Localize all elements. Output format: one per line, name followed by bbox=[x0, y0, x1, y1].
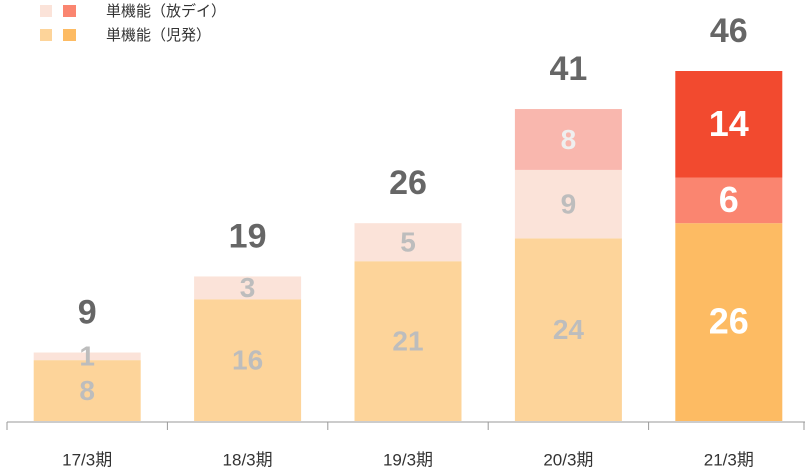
bar-segment bbox=[675, 71, 783, 178]
bar-segment bbox=[354, 261, 462, 421]
bar-segment bbox=[33, 360, 141, 421]
value-label: 14 bbox=[709, 103, 749, 144]
x-tick-label: 19/3期 bbox=[383, 450, 433, 469]
total-label: 9 bbox=[78, 294, 97, 332]
bar-segment bbox=[354, 223, 462, 262]
x-tick-label: 21/3期 bbox=[704, 450, 754, 469]
legend-label: 単機能（放デイ） bbox=[106, 2, 226, 20]
value-label: 3 bbox=[240, 272, 256, 303]
bar-segment bbox=[194, 276, 302, 300]
value-label: 24 bbox=[553, 314, 585, 345]
value-label: 8 bbox=[79, 375, 95, 406]
bar-segment bbox=[33, 352, 141, 361]
value-label: 16 bbox=[232, 345, 263, 376]
bar-segment bbox=[675, 223, 783, 421]
bar-segment bbox=[194, 299, 302, 421]
value-label: 21 bbox=[392, 325, 423, 356]
value-label: 8 bbox=[561, 124, 577, 155]
legend-swatch bbox=[40, 29, 52, 41]
bar-segment bbox=[514, 109, 622, 170]
x-tick-label: 20/3期 bbox=[543, 450, 593, 469]
legend-swatch bbox=[63, 29, 76, 41]
x-tick-label: 18/3期 bbox=[223, 450, 273, 469]
bar-segment bbox=[675, 177, 783, 224]
total-label: 26 bbox=[389, 164, 427, 202]
total-label: 19 bbox=[229, 217, 267, 255]
value-label: 1 bbox=[79, 341, 95, 372]
value-label: 5 bbox=[400, 227, 416, 258]
value-label: 6 bbox=[719, 179, 739, 220]
value-label: 9 bbox=[561, 189, 577, 220]
x-tick-label: 17/3期 bbox=[62, 450, 112, 469]
legend-swatch bbox=[40, 5, 52, 17]
total-label: 41 bbox=[549, 50, 587, 88]
bar-segment bbox=[514, 169, 622, 239]
bar-segment bbox=[514, 238, 622, 421]
value-label: 26 bbox=[709, 301, 749, 342]
legend-label: 単機能（児発） bbox=[106, 27, 211, 44]
total-label: 46 bbox=[710, 12, 748, 50]
legend-swatch bbox=[63, 5, 76, 17]
